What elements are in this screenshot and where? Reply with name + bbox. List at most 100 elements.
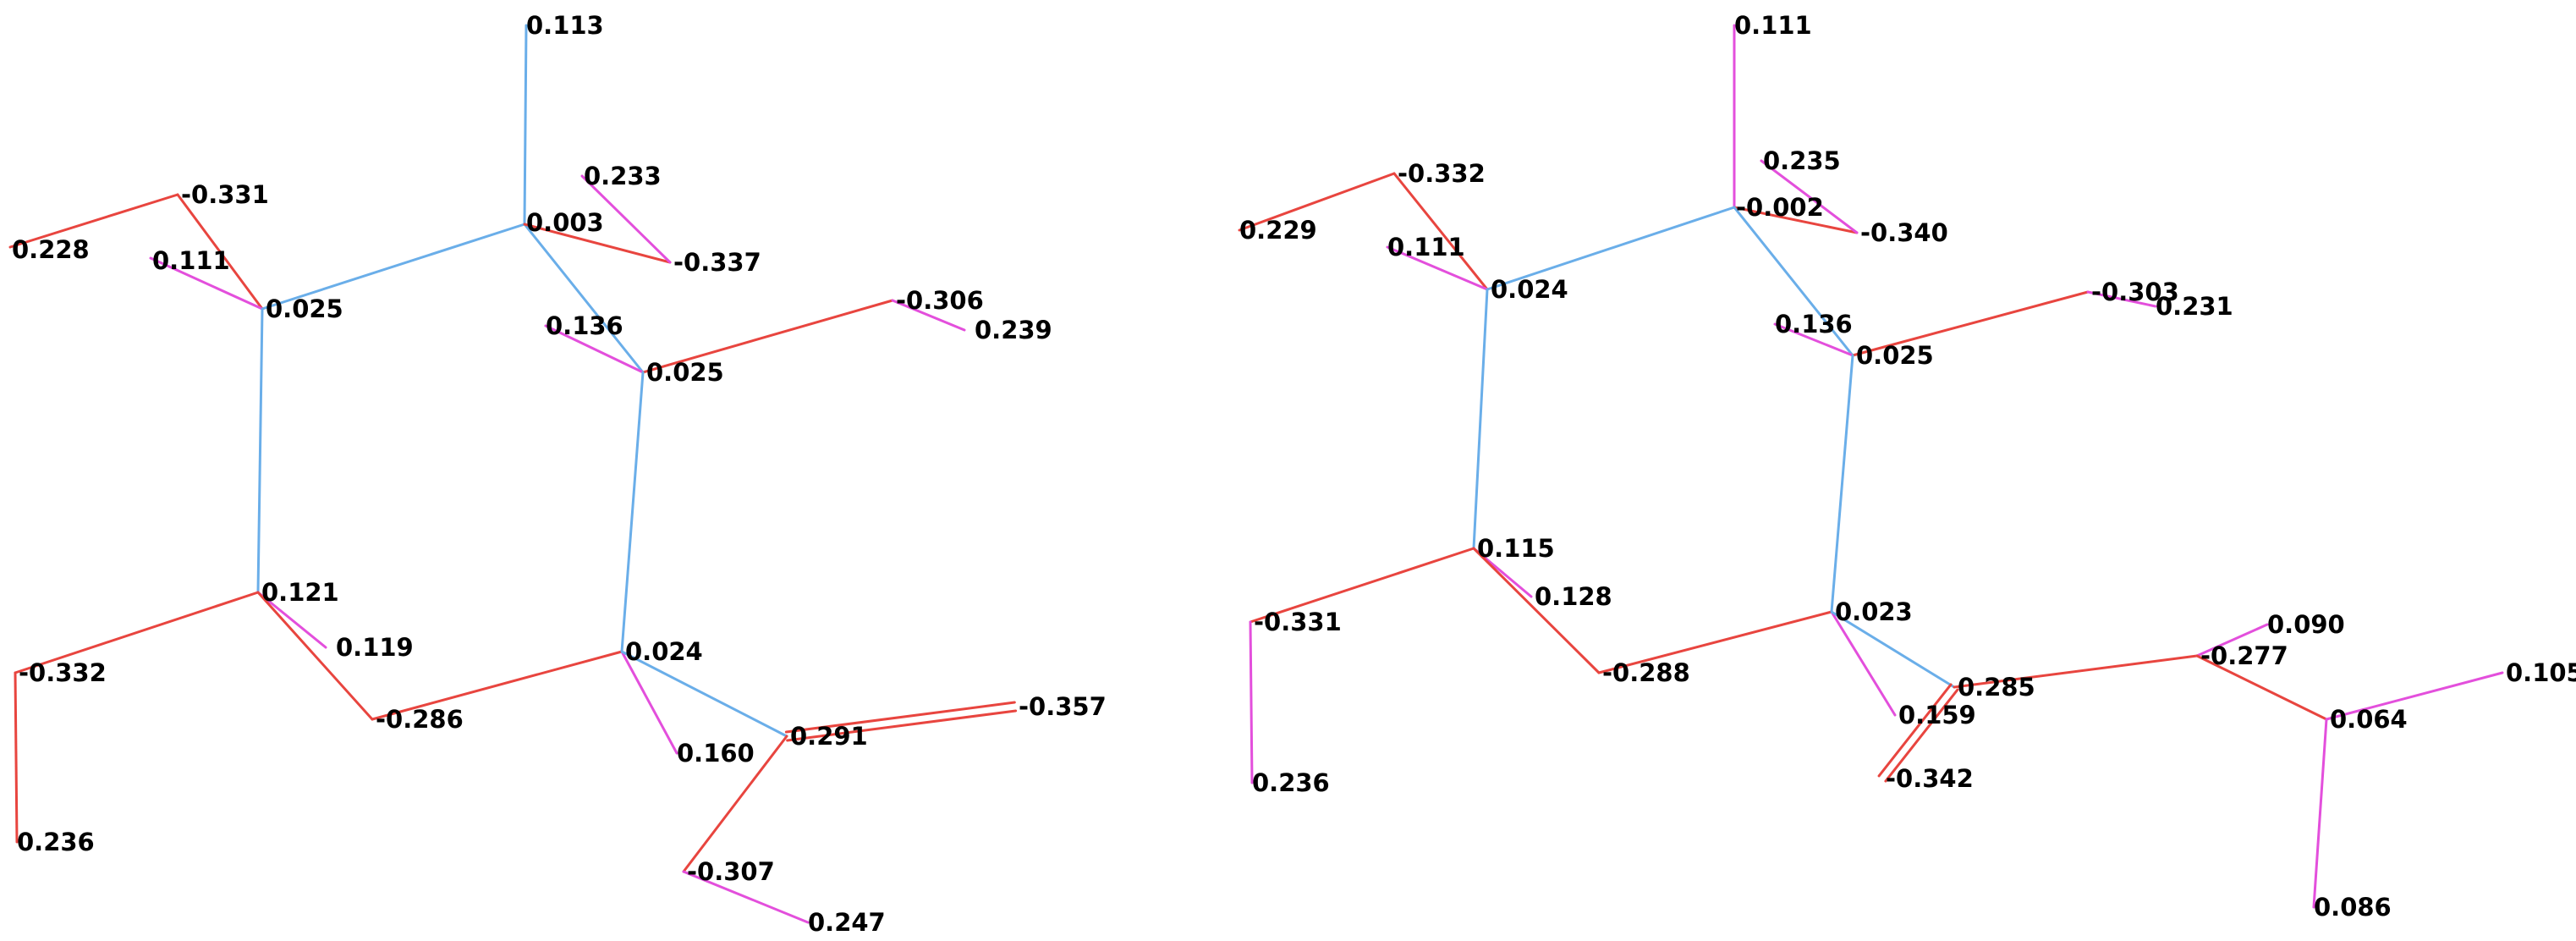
bond-m1-o2-h3 <box>8 193 179 249</box>
label-layer: 0.003 0.113 -0.337 0.233 0.025 -0.331 0.228 0.1… <box>12 11 2576 937</box>
bond-m1-c1-h1 <box>523 24 528 226</box>
atom-charge-label-m1-h2: 0.233 <box>584 162 662 190</box>
atom-charge-label-m2-o6: -0.342 <box>1886 764 1974 793</box>
atom-charge-label-m1-h1: 0.113 <box>526 11 604 40</box>
atom-charge-label-m1-h4: 0.111 <box>152 246 230 275</box>
bond-m1-c1-o1 <box>523 223 672 264</box>
atom-charge-label-m1-o4: -0.332 <box>19 658 107 687</box>
atom-charge-label-m1-c6: 0.291 <box>790 722 868 751</box>
bond-m2-c5-h9 <box>1830 610 1897 717</box>
atom-charge-label-m1-h10: 0.247 <box>808 908 886 937</box>
atom-charge-label-m2-c3: 0.025 <box>1856 341 1934 370</box>
bond-m2-c5-c6 <box>1830 610 1956 689</box>
atom-charge-label-m1-h7: 0.236 <box>17 828 95 856</box>
atom-charge-label-m1-c4: 0.121 <box>261 578 339 607</box>
bond-m2-o5-c5 <box>1597 610 1833 674</box>
atom-charge-label-m2-c4: 0.115 <box>1477 534 1555 563</box>
atom-charge-label-m1-o3: -0.306 <box>896 286 984 315</box>
bond-m1-c3-c5 <box>620 371 645 653</box>
bond-m2-c4-o4 <box>1249 547 1475 624</box>
bond-m1-o4-h7 <box>14 671 19 844</box>
atom-charge-label-m2-o1: -0.340 <box>1860 218 1948 247</box>
bond-m2-c1-c2 <box>1486 206 1736 291</box>
bond-m1-c4-o5 <box>256 591 374 721</box>
bond-m1-c1-c3 <box>523 223 645 374</box>
bond-m1-c4-h8 <box>256 591 327 649</box>
bond-m1-c2-h4 <box>149 256 264 311</box>
bond-m2-c1-o1 <box>1733 206 1859 234</box>
bond-m2-c2-c4 <box>1472 288 1489 550</box>
bond-m2-c6-o6-a <box>1877 683 1953 778</box>
atom-charge-label-m2-h7: 0.128 <box>1535 582 1612 611</box>
atom-charge-label-m1-c5: 0.024 <box>625 637 703 666</box>
bond-m2-c1-c3 <box>1733 206 1854 357</box>
bond-m2-o7-h10 <box>2195 623 2269 658</box>
bond-m2-c2-h4 <box>1386 245 1489 291</box>
bond-m2-c3-o3 <box>1851 290 2090 357</box>
bond-m1-c6-o7 <box>682 735 788 873</box>
bond-m2-c3-h5 <box>1773 322 1854 357</box>
atom-charge-label-m2-o5: -0.288 <box>1602 658 1690 687</box>
atom-charge-label-m1-c2: 0.025 <box>266 294 343 323</box>
bond-m1-o3-h6 <box>891 299 966 332</box>
atom-charge-label-m2-h5: 0.136 <box>1775 310 1853 338</box>
bond-m2-o7-c7 <box>2195 654 2328 721</box>
bond-m1-c5-c6 <box>620 650 788 738</box>
atom-charge-label-m2-c5: 0.023 <box>1835 597 1913 626</box>
atom-charge-label-m1-o6: -0.357 <box>1019 692 1107 721</box>
atom-charge-label-m2-o4: -0.331 <box>1254 608 1342 636</box>
atom-charge-label-m2-h6: 0.231 <box>2156 292 2233 321</box>
bond-m2-o2-h3 <box>1238 172 1396 232</box>
bond-m2-o3-h6 <box>2086 290 2157 308</box>
atom-charge-label-m2-h2: 0.235 <box>1763 146 1841 175</box>
bond-m2-c6-o7 <box>1953 654 2199 689</box>
atom-charge-label-m2-c6: 0.285 <box>1958 673 2035 702</box>
atom-charge-label-m1-h9: 0.160 <box>677 739 755 768</box>
bond-m1-c3-o3 <box>641 299 894 374</box>
atom-charge-label-m2-c2: 0.024 <box>1491 275 1568 304</box>
atom-charge-label-m1-c1: 0.003 <box>526 208 604 237</box>
bond-m1-c2-c4 <box>256 307 264 594</box>
atom-charge-label-m2-h1: 0.111 <box>1734 11 1812 40</box>
bond-m1-c6-o6-a <box>786 709 1018 742</box>
atom-charge-label-m2-o3: -0.303 <box>2091 278 2179 306</box>
bond-m1-o7-h10 <box>682 870 810 924</box>
bond-m2-o4-h8 <box>1249 620 1254 784</box>
bond-m1-o5-c5 <box>371 650 623 721</box>
bond-m2-c7-h12 <box>2312 718 2328 909</box>
bond-m2-c3-c5 <box>1830 354 1854 614</box>
atom-charge-label-m2-c1: -0.002 <box>1736 193 1824 222</box>
bond-m1-c4-o4 <box>14 591 260 674</box>
atom-charge-label-m1-o2: -0.331 <box>181 180 269 209</box>
bond-m2-c7-h11 <box>2325 671 2504 721</box>
atom-charge-label-m2-h3: 0.229 <box>1239 216 1317 245</box>
bond-m2-c6-o6-b <box>1884 688 1959 783</box>
bond-m1-c2-o2 <box>176 193 264 311</box>
bond-m1-c6-o6-b <box>784 701 1016 734</box>
atom-charge-label-m2-h11: 0.105 <box>2506 658 2576 687</box>
bond-m1-c5-h9 <box>620 650 678 755</box>
bond-m1-c3-h5 <box>544 324 645 374</box>
atom-charge-label-m1-h8: 0.119 <box>336 633 414 662</box>
atom-charge-label-m2-h4: 0.111 <box>1387 233 1465 261</box>
atom-charge-label-m1-h3: 0.228 <box>12 235 90 264</box>
atom-charge-label-m2-h9: 0.159 <box>1898 701 1976 729</box>
bond-m2-c4-o5 <box>1472 547 1601 674</box>
atom-charge-label-m2-h8: 0.236 <box>1252 768 1330 797</box>
atom-charge-label-m1-h5: 0.136 <box>546 311 623 340</box>
bond-m1-o1-h2 <box>580 174 672 264</box>
atom-charge-label-m1-o1: -0.337 <box>673 248 761 277</box>
atom-charge-label-m2-h12: 0.086 <box>2314 893 2392 922</box>
bond-m2-o1-h2 <box>1760 159 1859 234</box>
bond-layer <box>8 24 2504 924</box>
atom-charge-label-m1-o7: -0.307 <box>687 857 775 886</box>
atom-charge-label-m1-h6: 0.239 <box>975 316 1052 344</box>
bond-m1-c1-c2 <box>261 223 526 311</box>
atom-charge-label-m1-o5: -0.286 <box>376 705 464 734</box>
atom-charge-label-m1-c3: 0.025 <box>646 358 724 387</box>
bond-m2-c2-o2 <box>1392 172 1489 291</box>
atom-charge-label-m2-o7: -0.277 <box>2200 641 2288 670</box>
atom-charge-label-m2-o2: -0.332 <box>1398 159 1486 188</box>
atom-charge-label-m2-h10: 0.090 <box>2267 610 2345 639</box>
